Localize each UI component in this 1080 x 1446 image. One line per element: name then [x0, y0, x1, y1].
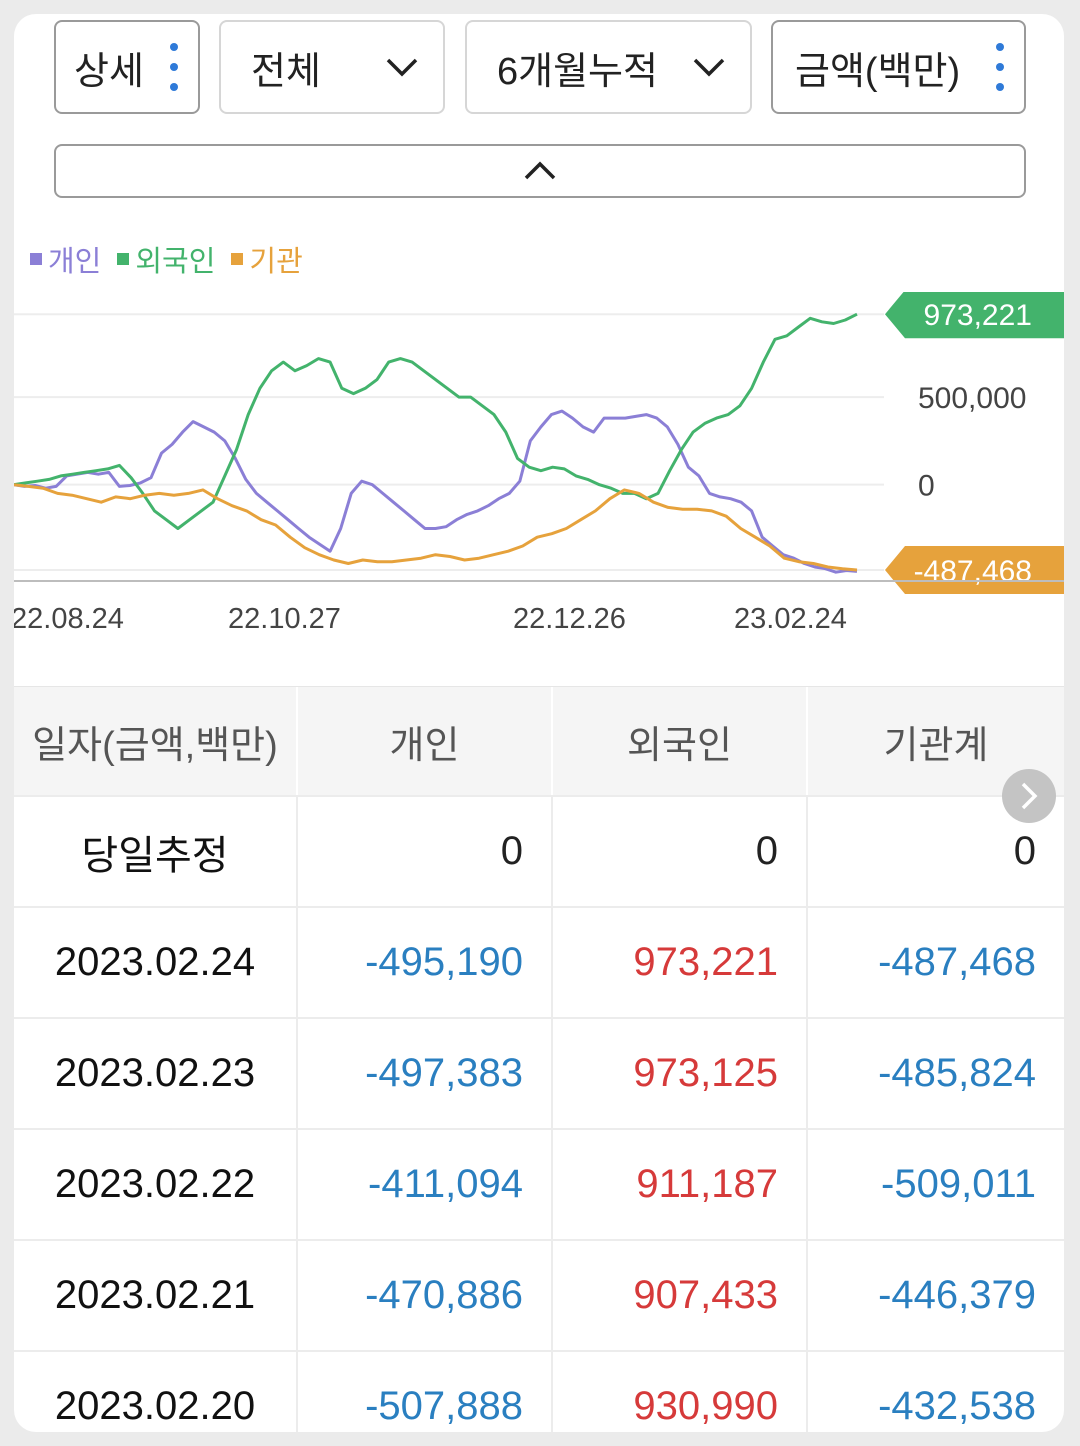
legend-swatch — [30, 253, 42, 265]
cell-foreign: 930,990 — [553, 1352, 808, 1432]
legend-swatch — [231, 253, 244, 265]
table-row[interactable]: 2023.02.22 -411,094 911,187 -509,011 — [14, 1128, 1064, 1239]
cell-institution: -446,379 — [878, 1273, 1036, 1317]
unit-menu-label: 금액(백만) — [795, 50, 961, 93]
header-individual: 개인 — [298, 687, 553, 795]
cell-date: 당일추정 — [14, 797, 298, 906]
legend-label: 개인 — [48, 246, 102, 278]
cell-individual: -411,094 — [298, 1130, 553, 1239]
cell-date: 2023.02.23 — [14, 1019, 298, 1128]
legend-item-institution[interactable]: 기관 — [231, 238, 303, 280]
investor-trend-card: 상세 전체 6개월누적 금액(백만) 개인 외국인 기관 — [14, 14, 1064, 1432]
table-row[interactable]: 2023.02.23 -497,383 973,125 -485,824 — [14, 1017, 1064, 1128]
chevron-up-icon — [524, 161, 556, 180]
table-row[interactable]: 2023.02.21 -470,886 907,433 -446,379 — [14, 1239, 1064, 1350]
cell-date: 2023.02.21 — [14, 1241, 298, 1350]
cell-foreign: 911,187 — [553, 1130, 808, 1239]
badge-label-0: 973,221 — [924, 299, 1032, 332]
cell-institution: -487,468 — [878, 940, 1036, 984]
last-value-badges: 973,221 -487,468 — [885, 292, 1064, 595]
series-line-2 — [14, 483, 858, 572]
cell-foreign: 973,221 — [553, 908, 808, 1017]
more-vertical-icon — [169, 43, 178, 91]
header-date: 일자(금액,백만) — [14, 687, 298, 795]
x-tick-label: 23.02.24 — [734, 603, 847, 635]
scope-select[interactable]: 전체 — [219, 20, 445, 114]
x-tick-label: 22.08.24 — [14, 603, 124, 635]
chart-grid — [14, 313, 884, 572]
collapse-toggle-button[interactable] — [54, 144, 1026, 198]
cell-institution: -509,011 — [881, 1162, 1036, 1206]
cell-institution: 0 — [1013, 829, 1036, 873]
cell-individual: 0 — [298, 797, 553, 906]
detail-menu-label: 상세 — [74, 50, 144, 93]
cell-individual: -507,888 — [298, 1352, 553, 1432]
cell-date: 2023.02.22 — [14, 1130, 298, 1239]
scope-select-label: 전체 — [251, 50, 321, 93]
y-tick-label: 500,000 — [918, 382, 1026, 415]
legend-label: 기관 — [249, 246, 303, 278]
header-institution: 기관계 — [883, 724, 989, 767]
cell-date: 2023.02.20 — [14, 1352, 298, 1432]
cell-date: 2023.02.24 — [14, 908, 298, 1017]
legend-label: 외국인 — [135, 246, 216, 278]
cell-institution: -485,824 — [878, 1051, 1036, 1095]
unit-menu-button[interactable]: 금액(백만) — [771, 20, 1026, 114]
cell-individual: -495,190 — [298, 908, 553, 1017]
table-body: 당일추정 0 0 0 2023.02.24 -495,190 973,221 -487,468… — [14, 795, 1064, 1432]
period-select-label: 6개월누적 — [497, 50, 658, 93]
cell-foreign: 973,125 — [553, 1019, 808, 1128]
legend-item-individual[interactable]: 개인 — [30, 238, 101, 280]
chevron-down-icon — [693, 58, 725, 77]
header-foreign: 외국인 — [553, 687, 808, 795]
cell-institution: -432,538 — [878, 1384, 1036, 1428]
series-line-1 — [14, 312, 858, 530]
chevron-right-icon — [1021, 782, 1038, 810]
investor-table: 일자(금액,백만) 개인 외국인 기관계 당일추정 0 0 0 2023.02.24 -4… — [14, 686, 1064, 1432]
badge-0 — [885, 292, 1064, 339]
cell-foreign: 907,433 — [553, 1241, 808, 1350]
x-tick-label: 22.12.26 — [513, 603, 626, 635]
cell-individual: -497,383 — [298, 1019, 553, 1128]
x-tick-label: 22.10.27 — [228, 603, 341, 635]
legend-item-foreign[interactable]: 외국인 — [117, 238, 215, 280]
table-row[interactable]: 2023.02.24 -495,190 973,221 -487,468 — [14, 906, 1064, 1017]
chart-series — [14, 312, 858, 574]
series-line-0 — [14, 409, 858, 574]
investor-flow-chart[interactable]: 500,000 0 973,221 -487,468 22.08.24 22.10.2… — [14, 292, 1064, 642]
table-row[interactable]: 2023.02.20 -507,888 930,990 -432,538 — [14, 1350, 1064, 1432]
chart-legend: 개인 외국인 기관 — [30, 238, 303, 280]
detail-menu-button[interactable]: 상세 — [54, 20, 200, 114]
more-vertical-icon — [996, 43, 1004, 91]
legend-swatch — [117, 253, 130, 265]
chevron-down-icon — [386, 58, 418, 77]
badge-1 — [885, 546, 1064, 595]
table-header: 일자(금액,백만) 개인 외국인 기관계 — [14, 686, 1064, 795]
y-tick-label: 0 — [918, 470, 935, 503]
cell-foreign: 0 — [553, 797, 808, 906]
badge-label-1: -487,468 — [914, 555, 1032, 588]
x-axis-labels: 22.08.24 22.10.27 22.12.26 23.02.24 — [14, 603, 847, 635]
cell-individual: -470,886 — [298, 1241, 553, 1350]
scroll-right-button[interactable] — [1002, 769, 1056, 823]
period-select[interactable]: 6개월누적 — [465, 20, 752, 114]
y-axis-labels: 500,000 0 — [918, 382, 1026, 503]
table-row[interactable]: 당일추정 0 0 0 — [14, 795, 1064, 906]
